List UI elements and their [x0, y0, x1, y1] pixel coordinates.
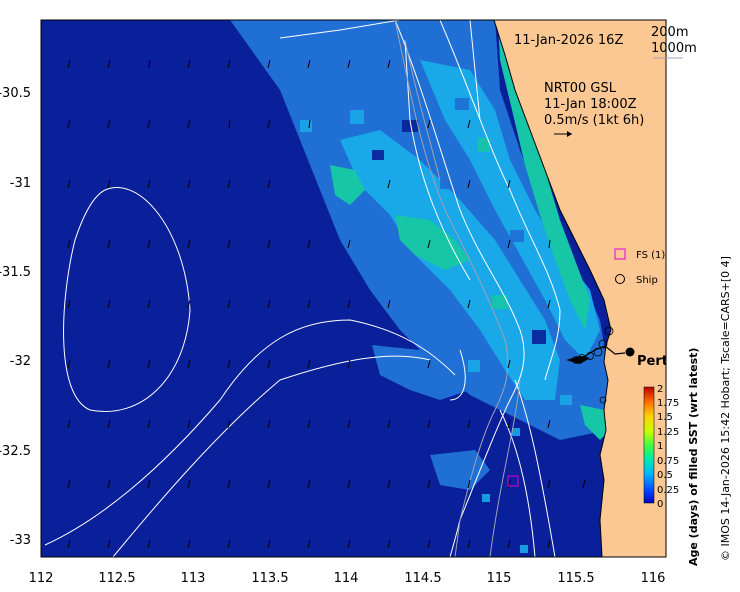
- y-tick-label: -32: [10, 354, 31, 369]
- vector-scale: 0.5m/s (1kt 6h): [544, 113, 644, 128]
- x-tick-label: 116: [641, 571, 666, 586]
- y-tick-label: -32.5: [0, 444, 31, 459]
- fs-legend-icon: [614, 248, 626, 260]
- colorbar: [643, 386, 655, 504]
- rottnest-island: [566, 356, 590, 364]
- fs-marker: [507, 475, 519, 487]
- colorbar-title: Age (days) of filled SST (wrt latest): [687, 348, 700, 566]
- vector-scale-arrowhead: [567, 131, 572, 137]
- fs-legend-label: FS (1): [636, 250, 665, 261]
- colorbar-tick: 2: [657, 384, 663, 395]
- colorbar-tick: 1.5: [657, 412, 673, 423]
- colorbar-tick: 0.25: [657, 485, 679, 496]
- x-tick-label: 114.5: [404, 571, 441, 586]
- ship-track: [572, 326, 614, 404]
- colorbar-tick: 1.25: [657, 427, 679, 438]
- y-axis: -30.5 -31 -31.5 -32 -32.5 -33: [0, 86, 31, 548]
- x-tick-label: 114: [334, 571, 359, 586]
- y-tick-label: -33: [10, 533, 31, 548]
- y-tick-label: -31.5: [0, 265, 31, 280]
- current-product: NRT00 GSL: [544, 81, 617, 96]
- coastline: [493, 20, 612, 557]
- ship-legend-icon: [615, 274, 625, 284]
- map-timestamp: 11-Jan-2026 16Z: [514, 33, 623, 48]
- perth-label: Perth: [637, 354, 677, 369]
- colorbar-tick: 0: [657, 499, 663, 510]
- credit-text: © IMOS 14-Jan-2026 15:42 Hobart; Tscale=…: [719, 256, 732, 561]
- isobath-1000m: 1000m: [651, 41, 697, 56]
- x-tick-label: 115.5: [557, 571, 594, 586]
- y-tick-label: -30.5: [0, 86, 31, 101]
- x-axis: 112 112.5 113 113.5 114 114.5 115 115.5 …: [29, 571, 666, 586]
- x-tick-label: 113: [181, 571, 206, 586]
- ship-legend-label: Ship: [636, 275, 658, 286]
- colorbar-tick: 1: [657, 441, 663, 452]
- contours: [44, 20, 561, 557]
- isobaths: [394, 20, 521, 557]
- isobath-200m: 200m: [651, 25, 688, 40]
- x-tick-label: 112.5: [98, 571, 135, 586]
- colorbar-ticks: 2 1.75 1.5 1.25 1 0.75 0.5 0.25 0: [657, 384, 679, 510]
- colorbar-tick: 0.75: [657, 456, 679, 467]
- perth-dot: [625, 347, 635, 357]
- x-tick-label: 112: [29, 571, 54, 586]
- x-tick-label: 113.5: [251, 571, 288, 586]
- current-time: 11-Jan 18:00Z: [544, 97, 637, 112]
- x-tick-label: 115: [487, 571, 512, 586]
- current-vectors: [67, 59, 586, 549]
- sst-pixel-texture: [300, 98, 572, 553]
- colorbar-tick: 0.5: [657, 470, 673, 481]
- colorbar-tick: 1.75: [657, 398, 679, 409]
- land-area: [494, 20, 666, 557]
- plot-frame: [40, 19, 667, 558]
- y-tick-label: -31: [10, 176, 31, 191]
- sst-age-patches: [230, 20, 610, 490]
